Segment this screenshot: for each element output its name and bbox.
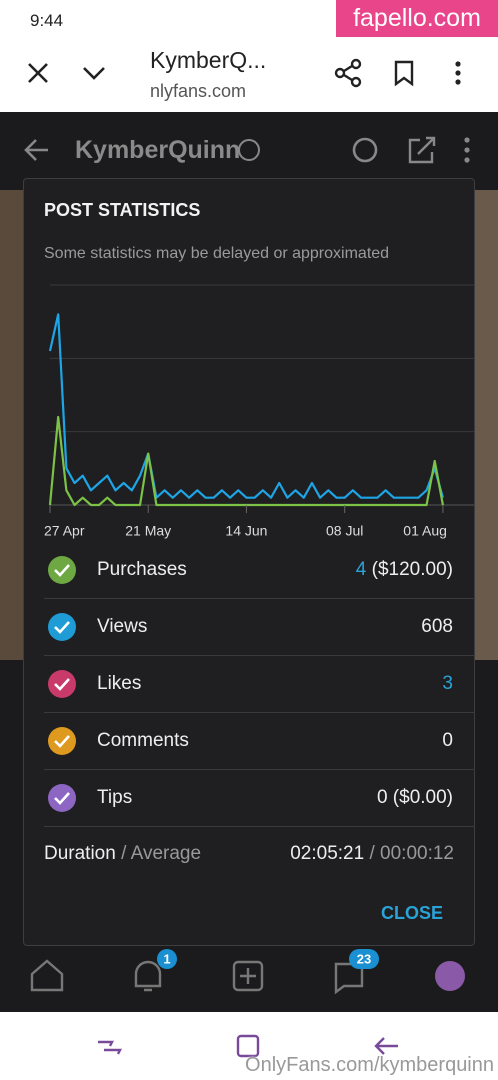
- home-button[interactable]: [236, 1034, 260, 1058]
- badge-count: 1: [163, 951, 170, 966]
- separator: /: [369, 843, 375, 864]
- stat-value: 0: [442, 730, 453, 752]
- nav-icons: 1 23: [30, 949, 465, 995]
- share-icon[interactable]: [408, 136, 436, 164]
- badge: [157, 949, 177, 969]
- system-nav: OnlyFans.com/kymberquinn: [0, 1012, 498, 1080]
- photo-edge: [474, 190, 498, 660]
- profile-name: KymberQuinn: [75, 136, 241, 164]
- separator: /: [121, 843, 127, 864]
- modal-title: POST STATISTICS: [44, 200, 201, 220]
- settings-icon[interactable]: [352, 137, 378, 163]
- bottom-nav: 1 23: [0, 946, 498, 1012]
- check-icon: [48, 727, 76, 755]
- time: 9:44: [30, 11, 64, 30]
- x-tick-label: 01 Aug: [403, 523, 447, 539]
- stat-row: Purchases 4 ($120.00): [44, 541, 475, 599]
- add-icon[interactable]: [232, 960, 264, 992]
- watermark: OnlyFans.com/kymberquinn: [245, 1054, 494, 1076]
- check-icon: [48, 670, 76, 698]
- stat-count: 608: [421, 616, 453, 637]
- chart: 27 Apr 21 May 14 Jun 08 Jul 01 Aug: [44, 284, 474, 539]
- stat-row: Comments 0: [44, 712, 475, 770]
- check-icon: [48, 556, 76, 584]
- recents-icon[interactable]: [98, 1040, 122, 1055]
- menu-icon[interactable]: [455, 61, 461, 85]
- stat-label: Likes: [97, 673, 142, 694]
- close-icon[interactable]: [28, 63, 48, 83]
- check-circle: [48, 613, 76, 641]
- duration-average: 00:00:12: [380, 843, 454, 864]
- badge-count: 23: [357, 951, 371, 966]
- header-icons: [24, 136, 470, 164]
- stat-label: Comments: [97, 730, 189, 751]
- bookmark-icon[interactable]: [394, 60, 414, 87]
- stat-amount: ($0.00): [392, 787, 453, 808]
- duration-label: Duration / Average: [44, 843, 201, 865]
- x-tick-label: 27 Apr: [44, 523, 85, 539]
- check-icon: [48, 784, 76, 812]
- check-mark: [54, 621, 70, 634]
- avatar[interactable]: [435, 961, 465, 991]
- average-label: Average: [130, 843, 202, 864]
- check-mark: [54, 792, 70, 805]
- stat-amount: ($120.00): [371, 559, 453, 580]
- page-url: nlyfans.com: [150, 81, 247, 101]
- stat-row: Views 608: [44, 598, 475, 656]
- stat-label: Tips: [97, 787, 133, 808]
- system-icons: [98, 1034, 398, 1058]
- duration-value: 02:05:21 / 00:00:12: [290, 843, 454, 865]
- check-circle: [48, 556, 76, 584]
- check-icon: [48, 613, 76, 641]
- check-circle: [48, 670, 76, 698]
- collapse-icon[interactable]: [83, 67, 105, 80]
- more-icon[interactable]: [464, 137, 470, 163]
- statistics-modal: [23, 178, 475, 946]
- stat-label: Purchases: [97, 559, 187, 580]
- stat-row: Likes 3: [44, 655, 475, 713]
- close-button[interactable]: CLOSE: [380, 903, 443, 923]
- duration-label: Duration: [44, 843, 116, 864]
- x-tick-label: 08 Jul: [326, 523, 363, 539]
- watermark: fapello.com: [336, 0, 498, 37]
- stat-label: Views: [97, 616, 148, 637]
- modal-subtitle: Some statistics may be delayed or approx…: [44, 245, 390, 262]
- duration-total: 02:05:21: [290, 843, 365, 864]
- notifications-icon[interactable]: [134, 960, 162, 992]
- stat-count: 3: [442, 673, 453, 694]
- back-icon[interactable]: [24, 139, 48, 161]
- stat-count: 0: [376, 787, 388, 808]
- stat-value: 3: [442, 673, 453, 695]
- photo-edge: [0, 190, 24, 660]
- stat-count: 4: [355, 559, 367, 580]
- check-circle: [48, 784, 76, 812]
- page-title: KymberQ...: [150, 47, 267, 73]
- series-line: [48, 313, 444, 499]
- x-tick-label: 21 May: [125, 523, 171, 539]
- stat-value: 0 ($0.00): [377, 787, 453, 809]
- verified-icon: [238, 139, 260, 161]
- share-icon[interactable]: [334, 58, 362, 88]
- browser-bar: KymberQ... nlyfans.com: [0, 40, 498, 112]
- stat-value: 4 ($120.00): [356, 559, 453, 581]
- check-mark: [54, 564, 70, 577]
- back-button[interactable]: [374, 1037, 398, 1055]
- check-mark: [54, 735, 70, 748]
- check-circle: [48, 727, 76, 755]
- x-tick-label: 14 Jun: [225, 523, 267, 539]
- stat-value: 608: [421, 616, 453, 638]
- badge: [349, 949, 379, 969]
- add-icon[interactable]: [240, 968, 256, 984]
- browser-icons: [28, 58, 461, 88]
- stat-count: 0: [442, 730, 453, 751]
- stat-row: Tips 0 ($0.00): [44, 769, 475, 827]
- home-icon[interactable]: [30, 959, 64, 992]
- check-mark: [54, 678, 70, 691]
